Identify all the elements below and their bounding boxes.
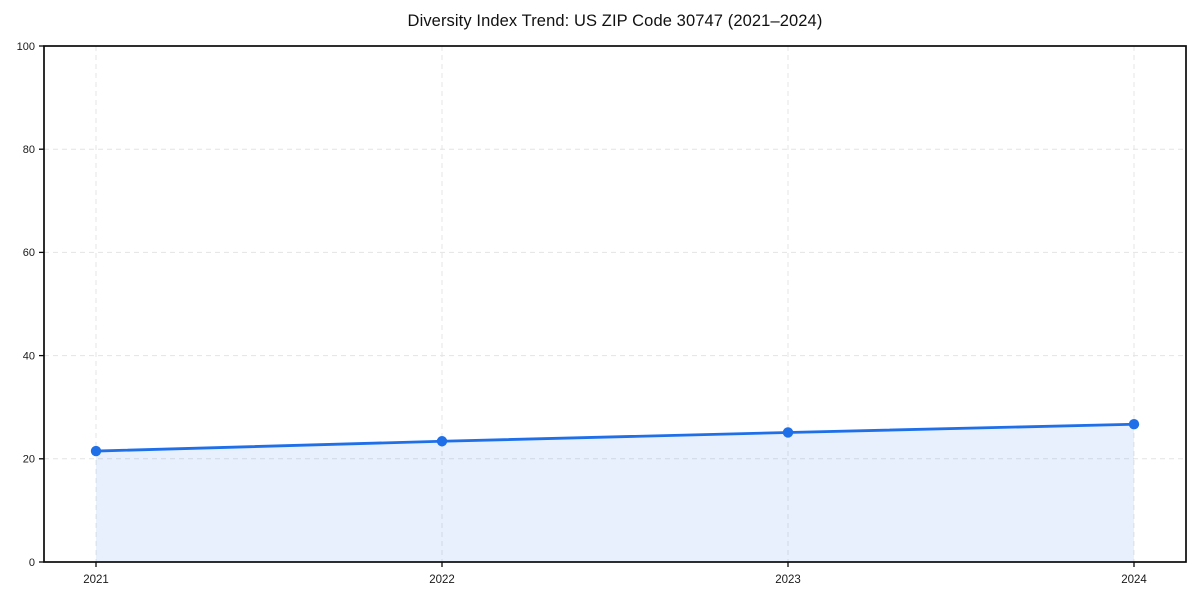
trend-line [94, 422, 1136, 453]
axes-spines [43, 45, 1187, 563]
data-point-marker-2022 [436, 436, 448, 447]
y-tick-label: 80 [23, 144, 35, 156]
y-tick-label: 40 [23, 350, 35, 362]
x-tick-label: 2024 [1121, 574, 1147, 586]
data-point-marker-2023 [782, 427, 794, 438]
x-tick-label: 2021 [83, 574, 109, 586]
y-tick-label: 60 [23, 247, 35, 259]
y-tick-label: 20 [23, 454, 35, 466]
data-point-marker-2024 [1128, 419, 1140, 430]
x-tick-label: 2023 [775, 574, 801, 586]
x-tick-label: 2022 [429, 574, 455, 586]
y-tick-label: 0 [29, 557, 35, 569]
plot-area [44, 46, 1186, 562]
area-fill [96, 424, 1134, 562]
data-point-marker-2021 [90, 445, 102, 457]
y-tick-label: 100 [17, 41, 35, 53]
chart-title: Diversity Index Trend: US ZIP Code 30747… [407, 12, 823, 30]
